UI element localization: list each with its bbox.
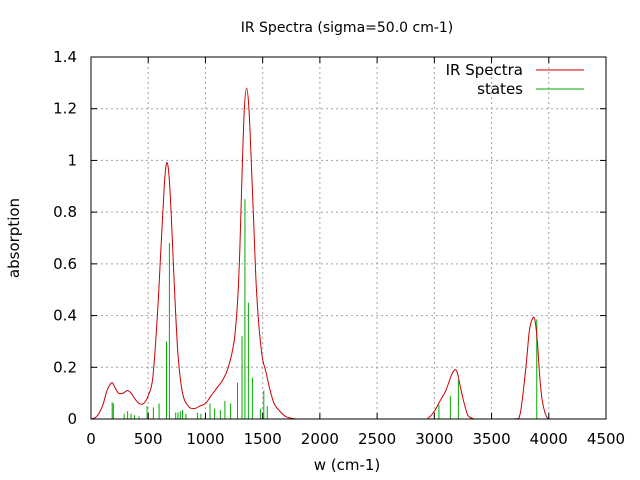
x-tick-label: 3500 bbox=[472, 430, 510, 448]
x-tick-label: 4500 bbox=[587, 430, 625, 448]
legend-item-states: states bbox=[477, 80, 584, 98]
spectrum-line-layer bbox=[90, 87, 606, 420]
y-tick-label: 0 bbox=[67, 410, 77, 428]
legend-label-ir-spectra: IR Spectra bbox=[446, 61, 523, 79]
x-tick-label: 500 bbox=[134, 430, 163, 448]
y-tick-label: 1 bbox=[67, 151, 77, 169]
grid bbox=[91, 57, 606, 419]
y-tick-label: 0.4 bbox=[53, 307, 77, 325]
x-axis-label: w (cm-1) bbox=[314, 456, 381, 474]
plot-frame bbox=[90, 56, 607, 420]
y-tick-label: 1.4 bbox=[53, 48, 77, 66]
y-tick-label: 0.8 bbox=[53, 203, 77, 221]
chart-title: IR Spectra (sigma=50.0 cm-1) bbox=[241, 20, 454, 36]
y-tick-label: 0.2 bbox=[53, 358, 77, 376]
legend: IR Spectra states bbox=[446, 61, 584, 98]
x-tick-label: 1500 bbox=[244, 430, 282, 448]
legend-label-states: states bbox=[477, 80, 523, 98]
y-tick-label: 0.6 bbox=[53, 255, 77, 273]
x-tick-label: 2000 bbox=[301, 430, 339, 448]
states-impulses bbox=[111, 199, 538, 419]
x-tick-label: 1000 bbox=[186, 430, 224, 448]
legend-item-ir-spectra: IR Spectra bbox=[446, 61, 584, 79]
x-tick-label: 3000 bbox=[415, 430, 453, 448]
ir-spectra-line bbox=[90, 87, 606, 420]
x-tick-label: 0 bbox=[86, 430, 96, 448]
x-tick-label: 2500 bbox=[358, 430, 396, 448]
y-tick-label: 1.2 bbox=[53, 100, 77, 118]
x-tick-label: 4000 bbox=[530, 430, 568, 448]
axis-ticks: 0 500 1000 1500 2000 2500 3000 3500 4000 4500 0 0.2… bbox=[53, 48, 625, 448]
y-axis-label: absorption bbox=[5, 198, 23, 278]
